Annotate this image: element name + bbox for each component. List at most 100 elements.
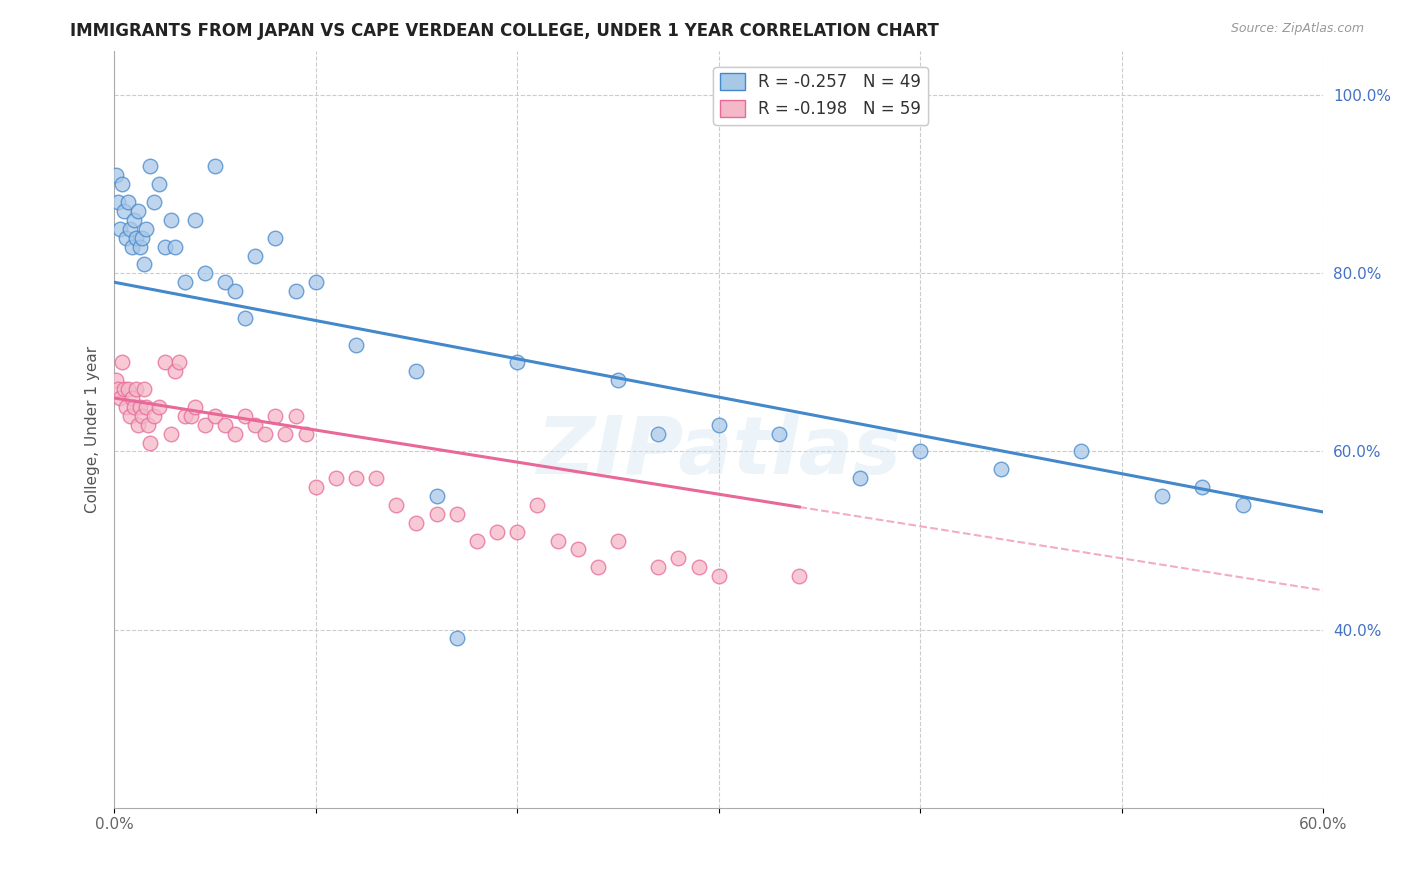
Point [405,516,427,530]
Point [284,284,307,298]
Point [148,400,170,414]
Point [446,632,468,646]
Point [586,560,609,574]
Point [1070,444,1092,458]
Point [567,542,589,557]
Point [125,382,148,396]
Point [768,426,790,441]
Point [647,560,669,574]
Point [127,417,149,432]
Point [849,471,872,485]
Point [405,364,427,378]
Point [647,426,669,441]
Point [112,382,135,396]
Point [426,507,449,521]
Point [153,239,176,253]
Point [173,409,195,423]
Point [135,400,157,414]
Point [1152,489,1174,503]
Point [990,462,1012,476]
Point [184,213,207,227]
Point [204,409,226,423]
Point [224,426,246,441]
Point [143,409,166,423]
Point [180,409,202,423]
Point [446,507,468,521]
Point [214,417,236,432]
Point [134,257,156,271]
Point [153,355,176,369]
Point [707,569,730,583]
Point [688,560,710,574]
Y-axis label: College, Under 1 year: College, Under 1 year [86,345,100,513]
Point [526,498,548,512]
Point [124,400,146,414]
Point [1191,480,1213,494]
Text: ZIPatlas: ZIPatlas [536,413,901,491]
Point [159,213,181,227]
Point [163,364,186,378]
Point [135,221,157,235]
Point [134,382,156,396]
Point [486,524,509,539]
Text: Source: ZipAtlas.com: Source: ZipAtlas.com [1230,22,1364,36]
Point [426,489,449,503]
Point [1232,498,1254,512]
Point [139,160,162,174]
Point [111,355,134,369]
Point [167,355,190,369]
Point [124,213,146,227]
Point [707,417,730,432]
Point [129,239,152,253]
Point [305,480,328,494]
Point [344,471,367,485]
Point [110,391,132,405]
Point [111,178,134,192]
Point [245,248,267,262]
Point [115,230,138,244]
Point [294,426,316,441]
Point [668,551,690,566]
Point [366,471,388,485]
Point [173,275,195,289]
Point [159,426,181,441]
Point [325,471,347,485]
Point [204,160,226,174]
Point [264,230,287,244]
Point [110,221,132,235]
Point [121,391,143,405]
Point [284,409,307,423]
Point [305,275,328,289]
Point [607,533,630,548]
Point [139,435,162,450]
Point [107,382,129,396]
Point [148,178,170,192]
Point [245,417,267,432]
Point [129,400,152,414]
Point [121,239,143,253]
Point [105,373,128,387]
Point [254,426,277,441]
Point [910,444,932,458]
Point [143,195,166,210]
Text: IMMIGRANTS FROM JAPAN VS CAPE VERDEAN COLLEGE, UNDER 1 YEAR CORRELATION CHART: IMMIGRANTS FROM JAPAN VS CAPE VERDEAN CO… [70,22,939,40]
Point [214,275,236,289]
Point [112,204,135,219]
Point [344,337,367,351]
Point [233,409,256,423]
Point [120,221,142,235]
Legend: R = -0.257   N = 49, R = -0.198   N = 59: R = -0.257 N = 49, R = -0.198 N = 59 [713,67,928,125]
Point [274,426,297,441]
Point [264,409,287,423]
Point [385,498,408,512]
Point [125,230,148,244]
Point [506,524,529,539]
Point [224,284,246,298]
Point [107,195,129,210]
Point [506,355,529,369]
Point [607,373,630,387]
Point [115,400,138,414]
Point [127,204,149,219]
Point [789,569,811,583]
Point [163,239,186,253]
